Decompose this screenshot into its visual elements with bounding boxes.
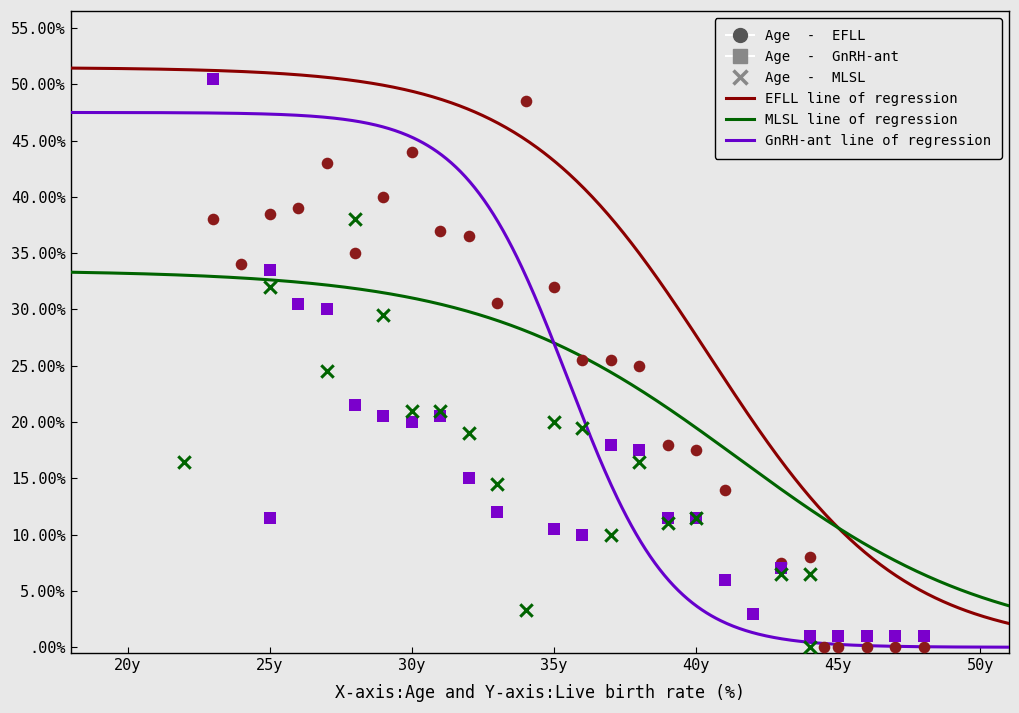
Point xyxy=(772,557,789,568)
Point xyxy=(829,642,846,653)
Point xyxy=(432,411,448,422)
Point xyxy=(887,642,903,653)
Point xyxy=(715,484,732,496)
Point xyxy=(318,304,334,315)
Point xyxy=(772,568,789,580)
Point xyxy=(772,563,789,574)
Point xyxy=(404,146,420,158)
Point xyxy=(432,405,448,416)
Point xyxy=(346,399,363,411)
Point xyxy=(659,518,676,529)
Point xyxy=(631,456,647,467)
Legend: Age  -  EFLL, Age  -  GnRH-ant, Age  -  MLSL, EFLL line of regression, MLSL line: Age - EFLL, Age - GnRH-ant, Age - MLSL, … xyxy=(714,18,1001,159)
Point xyxy=(602,439,619,451)
Point xyxy=(375,411,391,422)
Point xyxy=(914,630,930,642)
Point xyxy=(659,439,676,451)
Point xyxy=(289,298,306,309)
Point xyxy=(205,73,221,84)
Point xyxy=(289,202,306,214)
Point xyxy=(404,405,420,416)
Point xyxy=(914,642,930,653)
Point xyxy=(574,422,590,434)
Point xyxy=(659,512,676,523)
Point xyxy=(602,529,619,540)
Point xyxy=(404,416,420,428)
Point xyxy=(545,523,561,535)
Point xyxy=(318,366,334,377)
Point xyxy=(346,247,363,259)
Point xyxy=(858,630,874,642)
Point xyxy=(318,158,334,169)
Point xyxy=(631,444,647,456)
Point xyxy=(488,506,504,518)
Point xyxy=(375,309,391,321)
Point xyxy=(346,214,363,225)
Point xyxy=(205,214,221,225)
Point xyxy=(801,642,817,653)
Point xyxy=(602,354,619,366)
Point xyxy=(688,512,704,523)
Point xyxy=(488,297,504,309)
Point xyxy=(432,225,448,237)
Point xyxy=(801,551,817,563)
Point xyxy=(261,265,277,276)
Point xyxy=(744,607,760,619)
Point xyxy=(461,428,477,439)
Point xyxy=(375,191,391,202)
Point xyxy=(574,529,590,540)
Point xyxy=(261,281,277,292)
Point xyxy=(815,642,832,653)
Point xyxy=(517,96,533,107)
Point xyxy=(517,605,533,616)
Point xyxy=(858,642,874,653)
Point xyxy=(887,630,903,642)
Point xyxy=(261,208,277,220)
Point xyxy=(261,512,277,523)
Point xyxy=(688,512,704,523)
Point xyxy=(801,630,817,642)
Point xyxy=(545,281,561,292)
Point xyxy=(631,360,647,371)
Point xyxy=(688,444,704,456)
Point xyxy=(574,354,590,366)
Point xyxy=(488,478,504,490)
Point xyxy=(461,230,477,242)
Point xyxy=(461,473,477,484)
Point xyxy=(715,574,732,585)
Point xyxy=(233,259,250,270)
Point xyxy=(801,568,817,580)
X-axis label: X-axis:Age and Y-axis:Live birth rate (%): X-axis:Age and Y-axis:Live birth rate (%… xyxy=(334,684,744,702)
Point xyxy=(545,416,561,428)
Point xyxy=(829,630,846,642)
Point xyxy=(176,456,193,467)
